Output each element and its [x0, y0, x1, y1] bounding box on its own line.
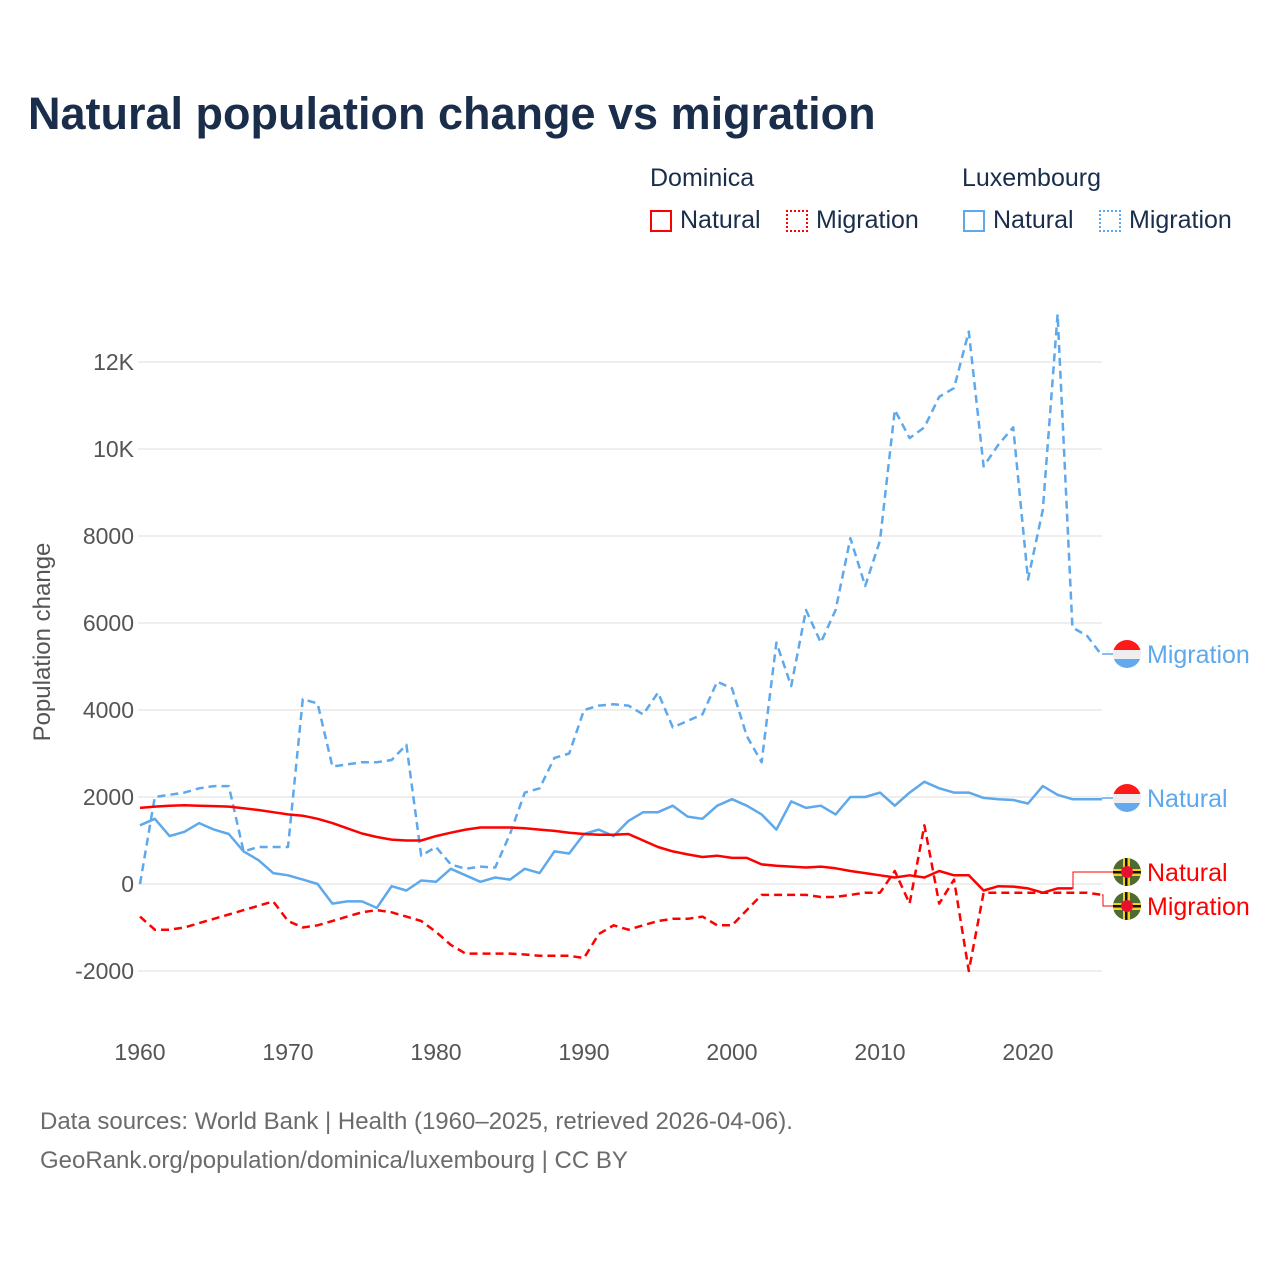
footer-link[interactable]: GeoRank.org/population/dominica/luxembou… — [40, 1147, 628, 1174]
legend-label: Natural — [993, 206, 1074, 234]
luxembourg-flag-icon — [1113, 784, 1141, 812]
luxembourg-flag-icon — [1113, 640, 1141, 668]
y-tick-label: 8000 — [83, 523, 134, 549]
series-end-label: Migration — [1147, 641, 1250, 669]
legend-group-luxembourg: Luxembourg — [962, 164, 1101, 192]
legend-dominica-natural[interactable]: Natural — [650, 206, 761, 235]
y-tick-label: 4000 — [83, 697, 134, 723]
x-tick-label: 2010 — [854, 1039, 905, 1065]
label-connector — [1102, 894, 1113, 907]
chart-title: Natural population change vs migration — [28, 88, 876, 139]
footer-source: Data sources: World Bank | Health (1960–… — [40, 1108, 793, 1135]
x-tick-label: 1990 — [558, 1039, 609, 1065]
y-tick-label: 12K — [93, 349, 135, 375]
x-tick-label: 1980 — [410, 1039, 461, 1065]
legend-swatch-dotted-red — [786, 209, 808, 232]
y-tick-label: 6000 — [83, 610, 134, 636]
series-end-label: Natural — [1147, 785, 1228, 813]
legend-label: Natural — [680, 206, 761, 234]
x-tick-label: 1960 — [114, 1039, 165, 1065]
legend-swatch-solid-blue — [963, 209, 985, 232]
y-tick-label: 2000 — [83, 784, 134, 810]
series-line-luxembourg-migration[interactable] — [138, 312, 1103, 885]
legend-swatch-solid-red — [650, 209, 672, 232]
series-end-label: Natural — [1147, 859, 1228, 887]
y-tick-label: 0 — [121, 871, 134, 897]
y-axis-label: Population change — [29, 543, 56, 742]
series-line-dominica-natural[interactable] — [139, 804, 1073, 894]
series-line-luxembourg-natural[interactable] — [139, 780, 1102, 910]
y-tick-label: 10K — [93, 436, 135, 462]
legend-label: Migration — [816, 206, 919, 234]
x-tick-label: 2000 — [706, 1039, 757, 1065]
dominica-flag-icon — [1113, 858, 1141, 886]
legend-luxembourg-migration[interactable]: Migration — [1099, 206, 1232, 235]
series-line-dominica-migration[interactable] — [139, 824, 1103, 973]
legend-group-dominica: Dominica — [650, 164, 755, 192]
legend-dominica-migration[interactable]: Migration — [786, 206, 919, 235]
y-tick-label: -2000 — [75, 958, 134, 984]
dominica-flag-icon — [1113, 892, 1141, 920]
label-connector — [1072, 871, 1113, 889]
legend-label: Migration — [1129, 206, 1232, 234]
legend-swatch-dotted-blue — [1099, 209, 1121, 232]
x-tick-label: 1970 — [262, 1039, 313, 1065]
x-tick-label: 2020 — [1002, 1039, 1053, 1065]
legend-luxembourg-natural[interactable]: Natural — [963, 206, 1074, 235]
series-end-label: Migration — [1147, 893, 1250, 921]
